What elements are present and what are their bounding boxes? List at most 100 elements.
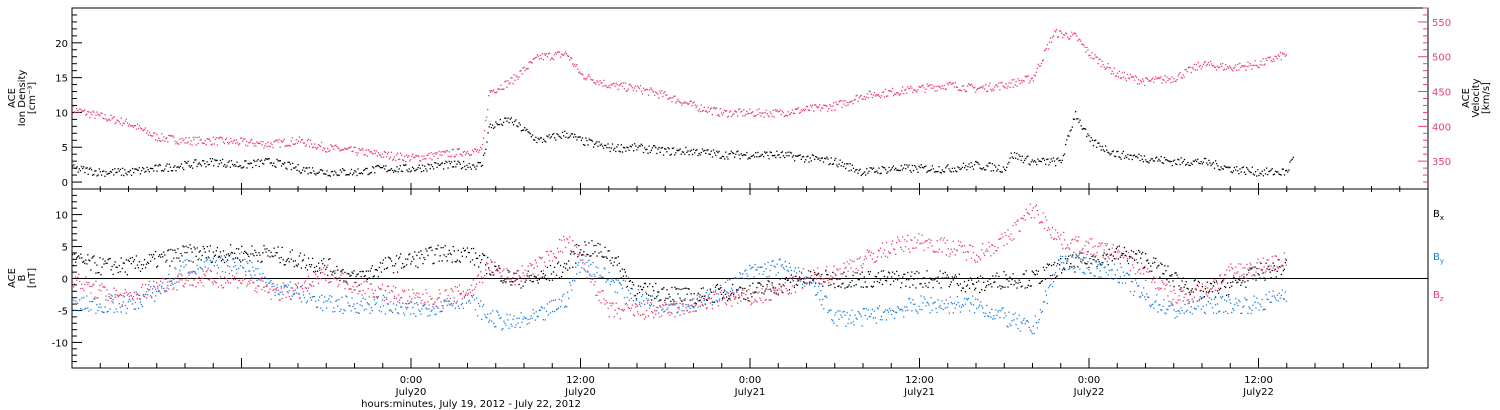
data-point	[516, 317, 518, 320]
data-point	[422, 263, 424, 265]
data-point	[1016, 152, 1018, 155]
data-point	[174, 267, 176, 269]
data-point	[289, 251, 291, 253]
data-point	[725, 291, 728, 293]
data-point	[269, 256, 271, 258]
data-point	[981, 305, 983, 307]
data-point	[1259, 277, 1261, 279]
data-point	[128, 123, 130, 126]
data-point	[1123, 157, 1126, 159]
data-point	[1093, 139, 1096, 142]
data-point	[799, 280, 802, 282]
data-point	[182, 245, 184, 247]
data-point	[75, 167, 77, 170]
data-point	[765, 152, 767, 154]
data-point	[159, 139, 161, 142]
data-point	[689, 150, 691, 152]
data-point	[93, 298, 95, 300]
data-point	[642, 87, 645, 89]
data-point	[1230, 67, 1232, 69]
data-point	[783, 268, 785, 270]
data-point	[1020, 79, 1022, 81]
data-point	[460, 154, 463, 156]
data-point	[688, 305, 690, 307]
data-point	[550, 136, 553, 138]
data-point	[125, 172, 127, 174]
data-point	[262, 252, 264, 254]
data-point	[1062, 269, 1064, 271]
data-point	[1021, 285, 1023, 287]
data-point	[351, 297, 353, 299]
data-point	[428, 152, 430, 155]
data-point	[827, 110, 829, 112]
data-point	[1081, 262, 1083, 264]
data-point	[313, 266, 316, 269]
data-point	[908, 87, 910, 90]
data-point	[581, 137, 584, 139]
data-point	[905, 168, 907, 170]
data-point	[524, 127, 526, 129]
data-point	[890, 313, 893, 316]
data-point	[776, 263, 778, 265]
data-point	[1173, 78, 1175, 80]
data-point	[928, 281, 930, 284]
data-point	[386, 153, 389, 155]
data-point	[401, 170, 404, 173]
data-point	[994, 281, 996, 283]
data-point	[599, 274, 601, 276]
data-point	[644, 89, 647, 91]
data-point	[556, 51, 559, 53]
data-point	[941, 277, 943, 279]
data-point	[568, 136, 570, 139]
data-point	[574, 253, 576, 255]
data-point	[73, 164, 75, 166]
data-point	[561, 295, 564, 297]
data-point	[529, 61, 531, 63]
data-point	[1036, 273, 1039, 275]
data-point	[502, 88, 504, 90]
data-point	[323, 258, 325, 260]
data-point	[404, 265, 406, 268]
data-point	[745, 154, 747, 156]
data-point	[398, 158, 401, 160]
data-point	[1246, 298, 1248, 301]
velocity-tick-label: 450	[1432, 88, 1451, 99]
data-point	[1242, 279, 1244, 282]
data-point	[817, 107, 819, 109]
data-point	[687, 103, 689, 106]
data-point	[1010, 324, 1012, 327]
data-point	[766, 151, 768, 153]
data-point	[660, 147, 662, 149]
data-point	[646, 88, 649, 91]
data-point	[189, 244, 191, 246]
data-point	[789, 113, 792, 115]
data-point	[299, 172, 302, 174]
data-point	[882, 91, 885, 93]
data-point	[632, 89, 635, 92]
data-point	[216, 144, 219, 146]
data-point	[493, 322, 495, 325]
data-point	[1153, 307, 1155, 309]
data-point	[1120, 77, 1123, 79]
bot-ylabel-group: ACE B [nT]	[7, 268, 38, 288]
data-point	[232, 266, 235, 268]
data-point	[998, 164, 1000, 167]
data-point	[1017, 158, 1019, 160]
data-point	[363, 154, 365, 156]
data-point	[1159, 276, 1161, 278]
data-point	[704, 295, 706, 297]
data-point	[1029, 329, 1031, 331]
data-point	[862, 172, 865, 174]
data-point	[651, 88, 653, 90]
data-point	[257, 260, 259, 262]
data-point	[1248, 306, 1250, 308]
data-point	[264, 145, 266, 147]
data-point	[1261, 269, 1263, 271]
data-point	[163, 251, 165, 253]
data-point	[930, 168, 932, 171]
data-point	[634, 295, 637, 297]
data-point	[436, 306, 438, 308]
data-point	[277, 246, 279, 248]
data-point	[916, 270, 918, 273]
data-point	[740, 287, 742, 289]
